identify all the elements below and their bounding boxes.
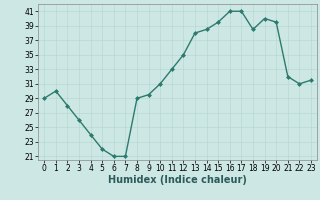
X-axis label: Humidex (Indice chaleur): Humidex (Indice chaleur) xyxy=(108,175,247,185)
